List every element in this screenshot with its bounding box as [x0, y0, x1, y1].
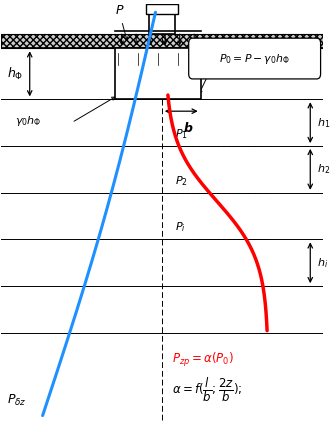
- Bar: [1, 33, 323, 48]
- Text: $h_i$: $h_i$: [317, 256, 328, 270]
- Text: $P_1$: $P_1$: [175, 127, 188, 141]
- Text: $\boldsymbol{b}$: $\boldsymbol{b}$: [183, 121, 193, 135]
- Text: $\alpha = f(\dfrac{l}{b};\dfrac{2z}{b});$: $\alpha = f(\dfrac{l}{b};\dfrac{2z}{b});…: [172, 376, 242, 404]
- Bar: [115, 48, 201, 99]
- Text: $h_2$: $h_2$: [317, 163, 330, 176]
- Text: $P_i$: $P_i$: [175, 221, 186, 234]
- Bar: [149, 4, 175, 33]
- Text: $P_0 = P - \gamma_0 h_\Phi$: $P_0 = P - \gamma_0 h_\Phi$: [219, 51, 290, 66]
- FancyBboxPatch shape: [189, 38, 321, 79]
- Bar: [146, 4, 178, 15]
- Text: $P_2$: $P_2$: [175, 174, 188, 187]
- Text: $P_{zp} = \alpha(P_0)$: $P_{zp} = \alpha(P_0)$: [172, 351, 234, 369]
- Text: $P$: $P$: [115, 3, 125, 17]
- Text: $h_\Phi$: $h_\Phi$: [7, 66, 23, 82]
- Text: $P_{\delta z}$: $P_{\delta z}$: [7, 393, 27, 408]
- Text: $h_1$: $h_1$: [317, 116, 330, 130]
- Text: $\gamma_0 h_\Phi$: $\gamma_0 h_\Phi$: [15, 114, 42, 127]
